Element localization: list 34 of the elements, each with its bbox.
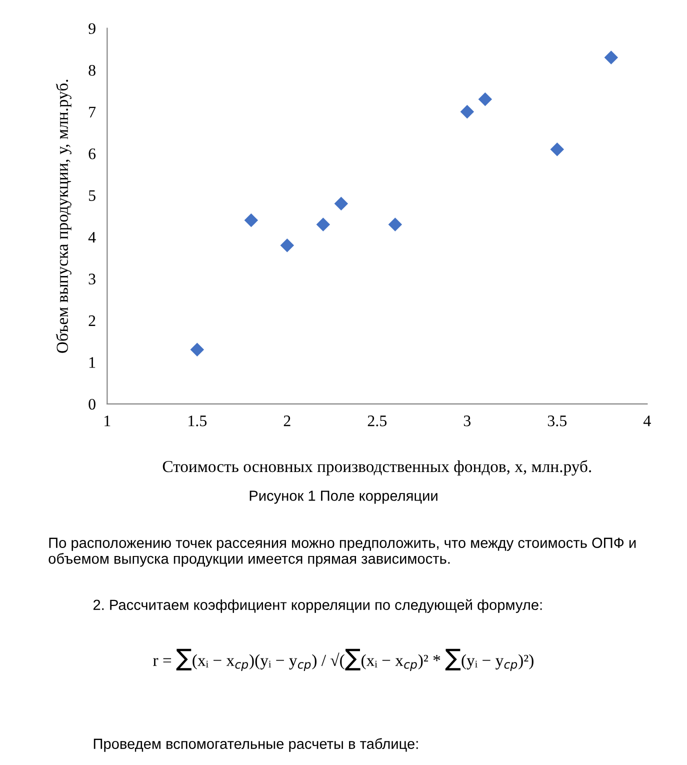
point xyxy=(280,238,294,252)
point xyxy=(334,197,348,210)
point xyxy=(388,218,402,232)
point xyxy=(460,105,474,118)
x-tick-label: 1.5 xyxy=(188,416,207,426)
x-axis-title: Стоимость основных производственных фондов, х, млн.руб. xyxy=(162,460,592,476)
y-axis-title: Объем выпуска продукции, у, млн.руб. xyxy=(56,80,72,353)
y-tick-label: 9 xyxy=(88,23,96,34)
x-tick-label: 3.5 xyxy=(548,416,567,426)
x-tick-label: 2.5 xyxy=(368,416,387,426)
point xyxy=(244,214,258,227)
y-tick-label: 0 xyxy=(88,398,96,410)
y-tick-label: 2 xyxy=(88,315,96,326)
point xyxy=(550,142,564,156)
text: 2. Рассчитаем коэффициент корреляции по следующей формуле: xyxy=(93,599,542,613)
y-tick-label: 1 xyxy=(89,357,96,368)
point xyxy=(604,50,618,64)
point xyxy=(316,218,330,232)
text: Рисунок 1 Поле корреляции xyxy=(250,490,438,504)
y-tick-label: 6 xyxy=(88,148,96,160)
text: Проведем вспомогательные расчеты в таблице: xyxy=(94,738,418,752)
x-tick-label: 2 xyxy=(284,416,290,426)
y-tick-label: 5 xyxy=(89,190,96,201)
y-tick-label: 4 xyxy=(88,232,96,243)
x-tick-label: 3 xyxy=(464,416,471,426)
y-tick-label: 7 xyxy=(89,106,96,118)
text: r = ∑(xᵢ − x$_{ср}$)(yᵢ − y$_{ср}$) / √(∑(xᵢ − x$_{ср}$)² * ∑(yᵢ − y$_{ср}$)²) xyxy=(153,648,534,672)
y-tick-label: 3 xyxy=(88,274,96,284)
point xyxy=(190,343,204,356)
x-tick-label: 4 xyxy=(643,416,651,426)
text: По расположению точек рассеяния можно предположить, что между стоимость ОПФ и объемом выпуска продукции имеется прямая зависимость. xyxy=(48,538,636,567)
point xyxy=(478,92,492,106)
y-tick-label: 8 xyxy=(88,64,96,76)
x-tick-label: 1 xyxy=(104,416,110,426)
